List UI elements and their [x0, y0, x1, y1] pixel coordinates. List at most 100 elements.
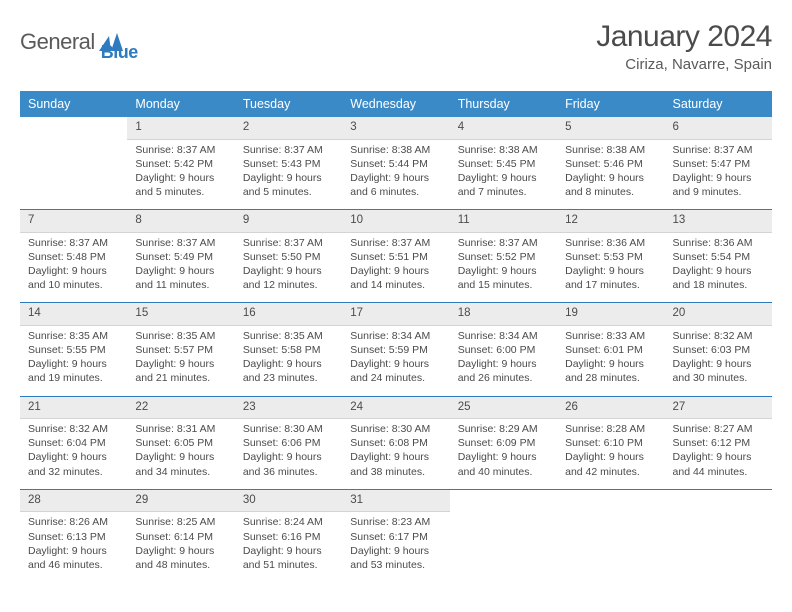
daylight-text: Daylight: 9 hours and 9 minutes. [673, 171, 764, 199]
day-number-cell: 24 [342, 396, 449, 419]
sunset-text: Sunset: 5:47 PM [673, 157, 764, 171]
sunrise-text: Sunrise: 8:35 AM [135, 329, 226, 343]
day-content-cell: Sunrise: 8:32 AMSunset: 6:03 PMDaylight:… [665, 325, 772, 395]
day-number-cell: 4 [450, 117, 557, 139]
sunset-text: Sunset: 6:14 PM [135, 530, 226, 544]
sunrise-text: Sunrise: 8:37 AM [243, 236, 334, 250]
daylight-text: Daylight: 9 hours and 44 minutes. [673, 450, 764, 478]
daylight-text: Daylight: 9 hours and 15 minutes. [458, 264, 549, 292]
day-content-cell: Sunrise: 8:28 AMSunset: 6:10 PMDaylight:… [557, 419, 664, 489]
daylight-text: Daylight: 9 hours and 24 minutes. [350, 357, 441, 385]
daylight-text: Daylight: 9 hours and 40 minutes. [458, 450, 549, 478]
daylight-text: Daylight: 9 hours and 32 minutes. [28, 450, 119, 478]
daylight-text: Daylight: 9 hours and 11 minutes. [135, 264, 226, 292]
day-number-cell [557, 489, 664, 512]
day-number-cell: 10 [342, 210, 449, 233]
sunset-text: Sunset: 6:10 PM [565, 436, 656, 450]
day-content-cell: Sunrise: 8:29 AMSunset: 6:09 PMDaylight:… [450, 419, 557, 489]
daylight-text: Daylight: 9 hours and 6 minutes. [350, 171, 441, 199]
day-content-cell: Sunrise: 8:37 AMSunset: 5:47 PMDaylight:… [665, 139, 772, 209]
day-number-cell: 21 [20, 396, 127, 419]
sunrise-text: Sunrise: 8:28 AM [565, 422, 656, 436]
sunrise-text: Sunrise: 8:38 AM [565, 143, 656, 157]
day-number-cell [450, 489, 557, 512]
day-content-cell: Sunrise: 8:38 AMSunset: 5:45 PMDaylight:… [450, 139, 557, 209]
sunrise-text: Sunrise: 8:30 AM [243, 422, 334, 436]
sunset-text: Sunset: 5:46 PM [565, 157, 656, 171]
sunrise-text: Sunrise: 8:38 AM [350, 143, 441, 157]
month-title: January 2024 [596, 20, 772, 54]
sunrise-text: Sunrise: 8:27 AM [673, 422, 764, 436]
day-number-cell: 5 [557, 117, 664, 139]
sunrise-text: Sunrise: 8:24 AM [243, 515, 334, 529]
day-number-cell: 13 [665, 210, 772, 233]
sunrise-text: Sunrise: 8:37 AM [350, 236, 441, 250]
daylight-text: Daylight: 9 hours and 18 minutes. [673, 264, 764, 292]
sunset-text: Sunset: 5:52 PM [458, 250, 549, 264]
sunrise-text: Sunrise: 8:33 AM [565, 329, 656, 343]
sunrise-text: Sunrise: 8:30 AM [350, 422, 441, 436]
sunset-text: Sunset: 5:48 PM [28, 250, 119, 264]
day-number-cell: 25 [450, 396, 557, 419]
day-content-cell: Sunrise: 8:36 AMSunset: 5:53 PMDaylight:… [557, 232, 664, 302]
day-content-cell: Sunrise: 8:35 AMSunset: 5:55 PMDaylight:… [20, 325, 127, 395]
day-number-cell: 19 [557, 303, 664, 326]
header: General Blue January 2024 Ciriza, Navarr… [20, 20, 772, 73]
day-header-saturday: Saturday [665, 91, 772, 117]
daylight-text: Daylight: 9 hours and 12 minutes. [243, 264, 334, 292]
sunset-text: Sunset: 5:42 PM [135, 157, 226, 171]
day-number-cell: 20 [665, 303, 772, 326]
day-content-cell: Sunrise: 8:30 AMSunset: 6:06 PMDaylight:… [235, 419, 342, 489]
day-number-cell: 16 [235, 303, 342, 326]
day-content-row: Sunrise: 8:37 AM Sunset: 5:48 PM Daylight:… [20, 232, 772, 302]
daylight-text: Daylight: 9 hours and 48 minutes. [135, 544, 226, 572]
logo-text-general: General [20, 29, 95, 55]
day-number-cell: 18 [450, 303, 557, 326]
day-content-cell: Sunrise: 8:35 AMSunset: 5:58 PMDaylight:… [235, 325, 342, 395]
daylight-text: Daylight: 9 hours and 46 minutes. [28, 544, 119, 572]
daylight-text: Daylight: 9 hours and 42 minutes. [565, 450, 656, 478]
sunset-text: Sunset: 6:12 PM [673, 436, 764, 450]
daylight-text: Daylight: 9 hours and 21 minutes. [135, 357, 226, 385]
day-number-cell: 12 [557, 210, 664, 233]
sunrise-text: Sunrise: 8:36 AM [673, 236, 764, 250]
sunset-text: Sunset: 6:17 PM [350, 530, 441, 544]
sunrise-text: Sunrise: 8:37 AM [458, 236, 549, 250]
day-content-cell: Sunrise: 8:37 AMSunset: 5:43 PMDaylight:… [235, 139, 342, 209]
daylight-text: Daylight: 9 hours and 5 minutes. [135, 171, 226, 199]
sunset-text: Sunset: 5:57 PM [135, 343, 226, 357]
daylight-text: Daylight: 9 hours and 53 minutes. [350, 544, 441, 572]
day-number-cell [665, 489, 772, 512]
day-header-sunday: Sunday [20, 91, 127, 117]
sunset-text: Sunset: 5:51 PM [350, 250, 441, 264]
day-number-cell [20, 117, 127, 139]
calendar-body: 123456Sunrise: 8:37 AMSunset: 5:42 PMDay… [20, 117, 772, 582]
sunrise-text: Sunrise: 8:37 AM [135, 143, 226, 157]
sunset-text: Sunset: 5:58 PM [243, 343, 334, 357]
day-number-row: 78910111213 [20, 210, 772, 233]
sunset-text: Sunset: 5:55 PM [28, 343, 119, 357]
sunset-text: Sunset: 5:50 PM [243, 250, 334, 264]
day-content-cell: Sunrise: 8:37 AMSunset: 5:48 PMDaylight:… [20, 232, 127, 302]
sunset-text: Sunset: 6:08 PM [350, 436, 441, 450]
day-content-cell: Sunrise: 8:34 AMSunset: 5:59 PMDaylight:… [342, 325, 449, 395]
sunrise-text: Sunrise: 8:34 AM [458, 329, 549, 343]
day-content-cell: Sunrise: 8:23 AMSunset: 6:17 PMDaylight:… [342, 512, 449, 582]
day-content-cell: Sunrise: 8:30 AMSunset: 6:08 PMDaylight:… [342, 419, 449, 489]
day-header-tuesday: Tuesday [235, 91, 342, 117]
sunset-text: Sunset: 5:43 PM [243, 157, 334, 171]
day-content-cell [557, 512, 664, 582]
sunset-text: Sunset: 5:44 PM [350, 157, 441, 171]
sunset-text: Sunset: 6:16 PM [243, 530, 334, 544]
daylight-text: Daylight: 9 hours and 36 minutes. [243, 450, 334, 478]
sunrise-text: Sunrise: 8:35 AM [243, 329, 334, 343]
day-number-cell: 28 [20, 489, 127, 512]
daylight-text: Daylight: 9 hours and 28 minutes. [565, 357, 656, 385]
day-number-cell: 11 [450, 210, 557, 233]
daylight-text: Daylight: 9 hours and 19 minutes. [28, 357, 119, 385]
day-number-cell: 15 [127, 303, 234, 326]
day-content-cell: Sunrise: 8:26 AMSunset: 6:13 PMDaylight:… [20, 512, 127, 582]
day-content-cell: Sunrise: 8:37 AMSunset: 5:49 PMDaylight:… [127, 232, 234, 302]
day-content-cell: Sunrise: 8:37 AMSunset: 5:50 PMDaylight:… [235, 232, 342, 302]
day-number-row: 28293031 [20, 489, 772, 512]
